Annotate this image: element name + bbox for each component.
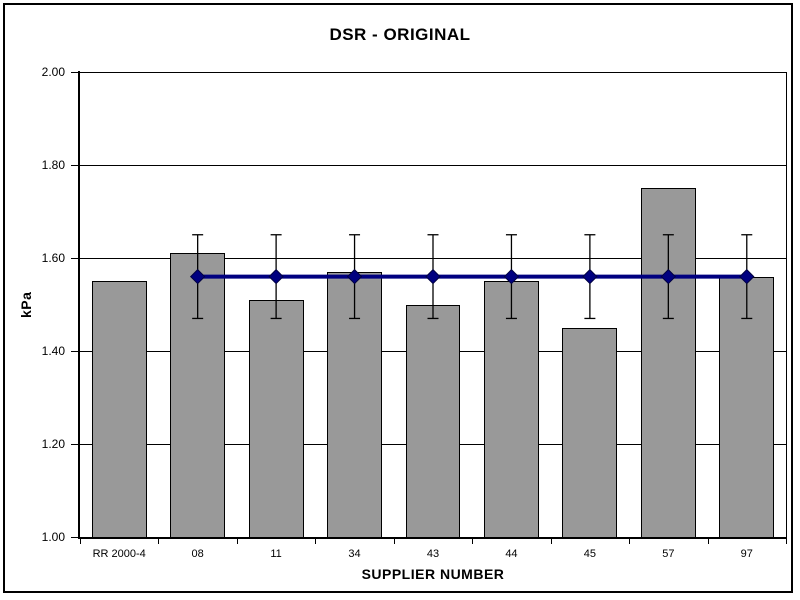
x-category-label: 08 [191,548,204,560]
gridline [80,72,786,73]
y-tick-mark [71,72,78,73]
y-tick-mark [71,258,78,259]
bar [719,276,775,537]
diamond-marker-icon [582,268,598,285]
x-category-label: 43 [426,548,440,560]
y-tick-label: 2.00 [41,65,65,79]
diamond-marker-icon [425,268,441,285]
y-tick-mark [71,351,78,352]
bar [91,281,147,537]
plot-border-right [786,72,787,538]
y-tick-mark [71,444,78,445]
x-tick-mark [315,539,316,544]
x-axis-title: SUPPLIER NUMBER [361,566,505,582]
x-tick-mark [394,539,395,544]
x-tick-mark [551,539,552,544]
x-axis-line [78,537,787,539]
y-axis-tick-labels: 1.00 1.20 1.40 1.60 1.80 2.00 [0,65,80,544]
x-category-label: 44 [505,548,518,560]
x-tick-mark [786,539,787,544]
diamond-marker-icon [346,268,363,285]
y-tick-mark [71,537,78,538]
x-category-label: 34 [348,548,361,560]
x-tick-mark [237,539,238,544]
y-axis-line [78,71,80,539]
plot-area [80,72,786,537]
x-tick-mark [472,539,473,544]
x-category-label: 57 [662,548,675,560]
bar [483,281,539,537]
gridline [80,165,786,166]
y-tick-label: 1.40 [41,344,65,358]
y-tick-mark [71,165,78,166]
bar [562,327,618,537]
bar [327,271,382,537]
x-tick-mark [158,539,159,544]
x-category-label: 45 [583,548,596,560]
x-tick-mark [629,539,630,544]
x-category-label: 11 [270,548,282,560]
bar [248,299,304,537]
diamond-marker-icon [660,268,677,285]
y-tick-label: 1.60 [41,251,65,265]
x-tick-mark [80,539,81,544]
x-category-label: RR 2000-4 [92,548,146,560]
x-category-label: 97 [740,548,753,560]
y-tick-label: 1.00 [41,530,65,544]
diamond-marker-icon [268,268,284,285]
x-tick-mark [708,539,709,544]
x-axis-tick-labels: RR 2000-4 08 11 34 43 44 45 57 97 [80,537,787,587]
diamond-marker-icon [189,268,206,285]
diamond-marker-icon [739,268,755,285]
line-series-overlay [189,234,755,320]
y-tick-label: 1.20 [41,437,65,451]
chart-title: DSR - ORIGINAL [329,25,471,44]
y-tick-label: 1.80 [41,158,65,172]
diamond-marker-icon [503,268,520,285]
bar [405,304,461,537]
